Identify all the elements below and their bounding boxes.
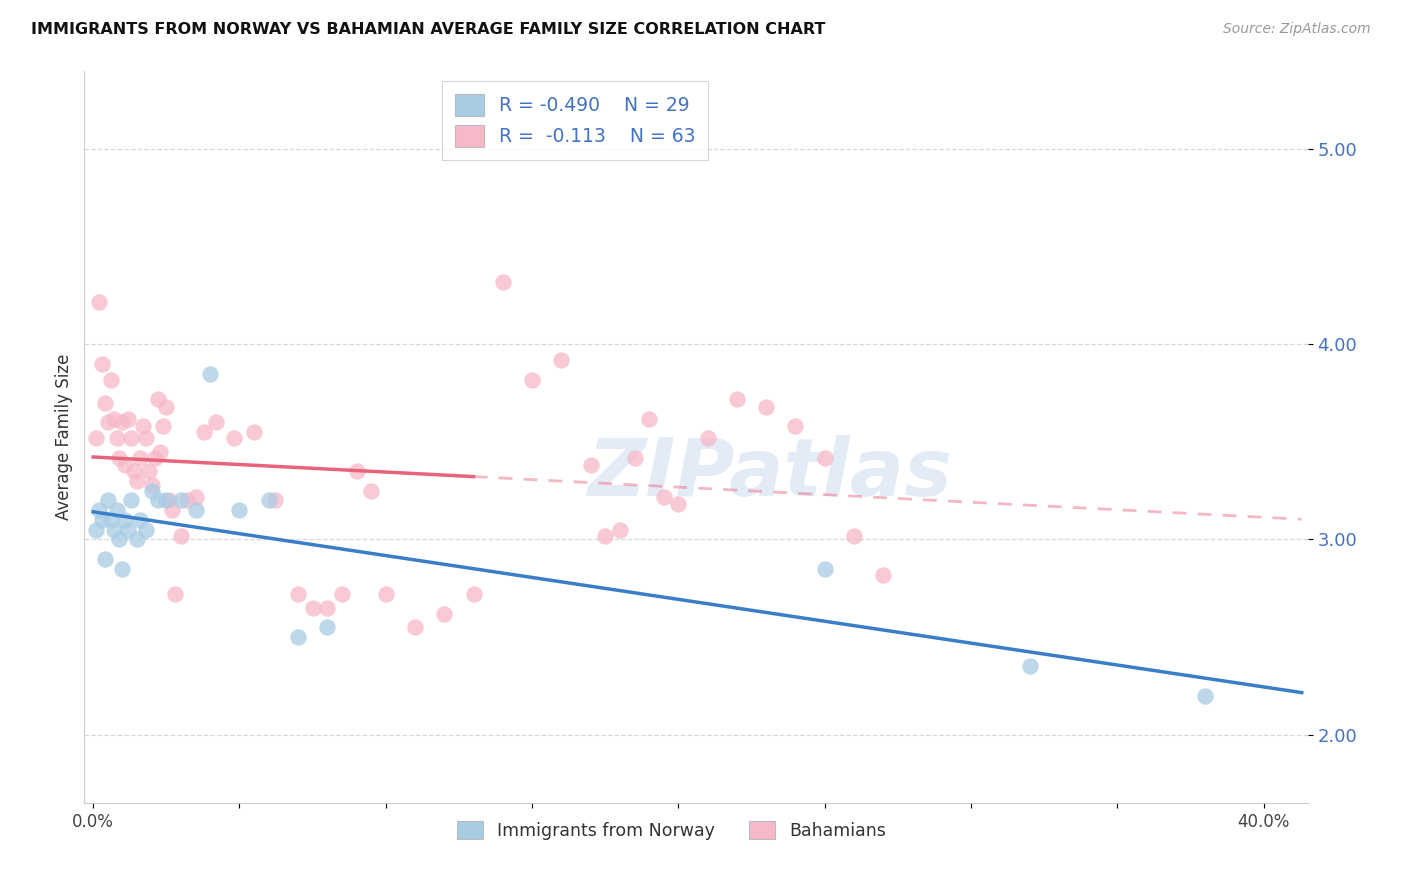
- Point: [184, 503, 207, 517]
- Point: [97, 493, 120, 508]
- Point: [105, 431, 128, 445]
- Point: [87, 503, 110, 517]
- Point: [146, 392, 169, 406]
- Point: [301, 600, 323, 615]
- Point: [120, 431, 142, 445]
- Point: [90, 513, 112, 527]
- Point: [132, 419, 155, 434]
- Point: [316, 600, 339, 615]
- Point: [814, 562, 837, 576]
- Point: [138, 464, 160, 478]
- Point: [263, 493, 285, 508]
- Point: [114, 458, 136, 473]
- Point: [125, 533, 148, 547]
- Point: [668, 497, 690, 511]
- Point: [176, 493, 198, 508]
- Point: [1018, 659, 1040, 673]
- Point: [108, 450, 131, 465]
- Point: [103, 523, 125, 537]
- Point: [105, 503, 128, 517]
- Point: [84, 523, 107, 537]
- Point: [111, 416, 134, 430]
- Point: [696, 431, 718, 445]
- Point: [463, 587, 485, 601]
- Point: [120, 493, 142, 508]
- Point: [117, 411, 139, 425]
- Point: [165, 587, 187, 601]
- Point: [125, 474, 148, 488]
- Point: [814, 450, 837, 465]
- Point: [117, 523, 139, 537]
- Y-axis label: Average Family Size: Average Family Size: [55, 354, 73, 520]
- Point: [205, 416, 228, 430]
- Point: [152, 419, 174, 434]
- Point: [184, 490, 207, 504]
- Point: [94, 552, 117, 566]
- Point: [725, 392, 748, 406]
- Point: [143, 450, 166, 465]
- Point: [346, 464, 368, 478]
- Point: [652, 490, 675, 504]
- Point: [755, 400, 778, 414]
- Point: [122, 464, 145, 478]
- Point: [579, 458, 602, 473]
- Point: [842, 528, 865, 542]
- Point: [492, 275, 515, 289]
- Point: [97, 416, 120, 430]
- Point: [193, 425, 215, 440]
- Point: [141, 483, 163, 498]
- Point: [155, 400, 177, 414]
- Point: [433, 607, 456, 621]
- Point: [129, 450, 152, 465]
- Point: [111, 562, 134, 576]
- Point: [155, 493, 177, 508]
- Point: [1194, 689, 1216, 703]
- Point: [785, 419, 807, 434]
- Point: [330, 587, 353, 601]
- Point: [316, 620, 339, 634]
- Text: ZIPatlas: ZIPatlas: [586, 434, 952, 513]
- Legend: Immigrants from Norway, Bahamians: Immigrants from Norway, Bahamians: [450, 814, 893, 847]
- Point: [609, 523, 631, 537]
- Point: [593, 528, 616, 542]
- Text: IMMIGRANTS FROM NORWAY VS BAHAMIAN AVERAGE FAMILY SIZE CORRELATION CHART: IMMIGRANTS FROM NORWAY VS BAHAMIAN AVERA…: [31, 22, 825, 37]
- Point: [100, 513, 122, 527]
- Point: [114, 513, 136, 527]
- Point: [108, 533, 131, 547]
- Point: [360, 483, 382, 498]
- Point: [157, 493, 180, 508]
- Point: [520, 372, 543, 386]
- Point: [146, 493, 169, 508]
- Point: [141, 478, 163, 492]
- Point: [222, 431, 245, 445]
- Point: [87, 294, 110, 309]
- Point: [228, 503, 250, 517]
- Point: [872, 567, 894, 582]
- Point: [84, 431, 107, 445]
- Point: [149, 444, 172, 458]
- Point: [170, 493, 193, 508]
- Point: [100, 372, 122, 386]
- Point: [160, 503, 183, 517]
- Point: [287, 630, 309, 644]
- Point: [257, 493, 280, 508]
- Point: [103, 411, 125, 425]
- Point: [129, 513, 152, 527]
- Point: [374, 587, 396, 601]
- Point: [170, 528, 193, 542]
- Point: [90, 357, 112, 371]
- Point: [135, 431, 157, 445]
- Point: [135, 523, 157, 537]
- Point: [287, 587, 309, 601]
- Point: [550, 353, 572, 368]
- Point: [243, 425, 266, 440]
- Point: [94, 396, 117, 410]
- Point: [638, 411, 661, 425]
- Text: Source: ZipAtlas.com: Source: ZipAtlas.com: [1223, 22, 1371, 37]
- Point: [404, 620, 426, 634]
- Point: [623, 450, 645, 465]
- Point: [198, 367, 221, 381]
